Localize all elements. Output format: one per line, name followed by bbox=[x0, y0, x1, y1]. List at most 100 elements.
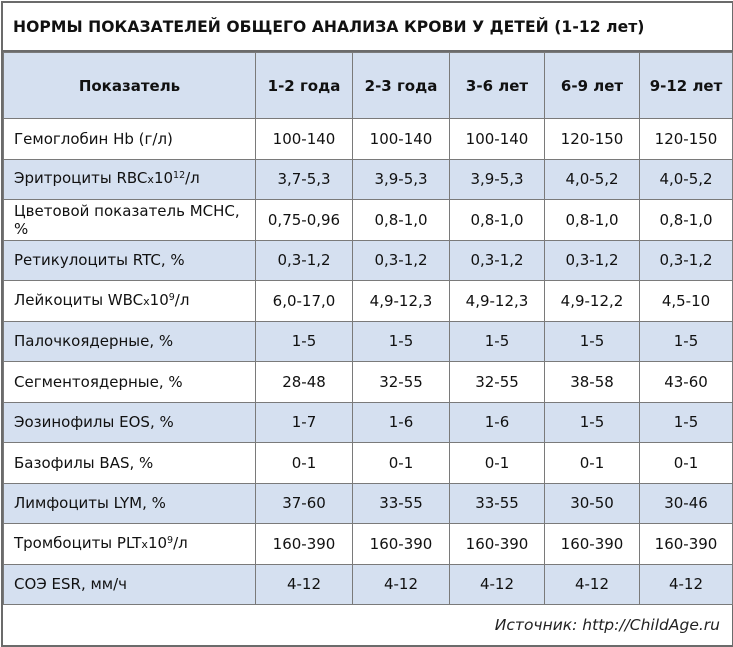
row-label: Базофилы BAS, % bbox=[3, 442, 256, 484]
table-row: Тромбоциты PLTx109/л 160-390 160-390 160-39… bbox=[3, 523, 733, 565]
row-label: Тромбоциты PLTx109/л bbox=[3, 523, 256, 565]
table-row: Эозинофилы EOS, % 1-7 1-6 1-6 1-5 1-5 bbox=[3, 401, 733, 443]
range-cell: 4,9-12,3 bbox=[449, 280, 545, 322]
range-cell: 0-1 bbox=[639, 442, 733, 484]
range-cell: 1-5 bbox=[639, 320, 733, 362]
table-row: Гемоглобин Hb (г/л) 100-140 100-140 100-140… bbox=[3, 118, 733, 160]
range-cell: 4,5-10 bbox=[639, 280, 733, 322]
range-cell: 4,9-12,3 bbox=[352, 280, 450, 322]
range-cell: 4-12 bbox=[639, 563, 733, 605]
range-cell: 4-12 bbox=[449, 563, 545, 605]
range-cell: 1-6 bbox=[449, 401, 545, 443]
multiply-sign: x bbox=[147, 173, 154, 187]
range-cell: 0-1 bbox=[449, 442, 545, 484]
row-label: Эозинофилы EOS, % bbox=[3, 401, 256, 443]
range-cell: 38-58 bbox=[544, 361, 640, 403]
row-label-text: Тромбоциты PLT bbox=[14, 533, 142, 552]
table-row: Базофилы BAS, % 0-1 0-1 0-1 0-1 0-1 bbox=[3, 442, 733, 484]
source-credit: Источник: http://ChildAge.ru bbox=[494, 616, 720, 634]
range-cell: 160-390 bbox=[639, 523, 733, 565]
range-cell: 4,0-5,2 bbox=[639, 158, 733, 200]
column-header-age: 2-3 года bbox=[352, 52, 450, 119]
table-body: Гемоглобин Hb (г/л) 100-140 100-140 100-140… bbox=[3, 118, 733, 605]
range-cell: 100-140 bbox=[352, 118, 450, 160]
range-cell: 160-390 bbox=[255, 523, 353, 565]
exponent-base: 10 bbox=[147, 533, 168, 552]
row-label: Ретикулоциты RTC, % bbox=[3, 239, 256, 281]
table-row: Ретикулоциты RTC, % 0,3-1,2 0,3-1,2 0,3-1,2… bbox=[3, 239, 733, 281]
range-cell: 1-6 bbox=[352, 401, 450, 443]
range-cell: 0,3-1,2 bbox=[449, 239, 545, 281]
range-cell: 0,3-1,2 bbox=[352, 239, 450, 281]
range-cell: 4-12 bbox=[255, 563, 353, 605]
table-row: Цветовой показатель МСНС, % 0,75-0,96 0,8-… bbox=[3, 199, 733, 241]
table-row: Палочкоядерные, % 1-5 1-5 1-5 1-5 1-5 bbox=[3, 320, 733, 362]
range-cell: 3,7-5,3 bbox=[255, 158, 353, 200]
table-row: Лейкоциты WBCx109/л 6,0-17,0 4,9-12,3 4,9-1… bbox=[3, 280, 733, 322]
exponent: 12 bbox=[173, 170, 186, 182]
range-cell: 32-55 bbox=[449, 361, 545, 403]
page-title: НОРМЫ ПОКАЗАТЕЛЕЙ ОБЩЕГО АНАЛИЗА КРОВИ У… bbox=[3, 3, 732, 52]
range-cell: 0,75-0,96 bbox=[255, 199, 353, 241]
unit-suffix: /л bbox=[174, 290, 190, 309]
range-cell: 32-55 bbox=[352, 361, 450, 403]
range-cell: 0-1 bbox=[544, 442, 640, 484]
range-cell: 0,8-1,0 bbox=[352, 199, 450, 241]
range-cell: 33-55 bbox=[352, 482, 450, 524]
range-cell: 37-60 bbox=[255, 482, 353, 524]
range-cell: 3,9-5,3 bbox=[352, 158, 450, 200]
unit-suffix: /л bbox=[185, 169, 200, 188]
norms-table: Показатель 1-2 года 2-3 года 3-6 лет 6-9… bbox=[3, 52, 733, 605]
row-label: Лейкоциты WBCx109/л bbox=[3, 280, 256, 322]
range-cell: 0,8-1,0 bbox=[449, 199, 545, 241]
column-header-age: 3-6 лет bbox=[449, 52, 545, 119]
table-row: Лимфоциты LYM, % 37-60 33-55 33-55 30-50 30-4… bbox=[3, 482, 733, 524]
column-header-age: 1-2 года bbox=[255, 52, 353, 119]
unit-suffix: /л bbox=[173, 533, 188, 552]
range-cell: 0-1 bbox=[352, 442, 450, 484]
range-cell: 28-48 bbox=[255, 361, 353, 403]
range-cell: 3,9-5,3 bbox=[449, 158, 545, 200]
range-cell: 1-5 bbox=[352, 320, 450, 362]
range-cell: 1-7 bbox=[255, 401, 353, 443]
range-cell: 43-60 bbox=[639, 361, 733, 403]
row-label: Лимфоциты LYM, % bbox=[3, 482, 256, 524]
multiply-sign: x bbox=[143, 294, 150, 308]
exponent: 9 bbox=[167, 534, 174, 546]
table-row: Эритроциты RBCx1012/л 3,7-5,3 3,9-5,3 3,9-5… bbox=[3, 158, 733, 200]
range-cell: 0,8-1,0 bbox=[544, 199, 640, 241]
range-cell: 0,8-1,0 bbox=[639, 199, 733, 241]
row-label: СОЭ ESR, мм/ч bbox=[3, 563, 256, 605]
range-cell: 0,3-1,2 bbox=[544, 239, 640, 281]
range-cell: 6,0-17,0 bbox=[255, 280, 353, 322]
table-header-row: Показатель 1-2 года 2-3 года 3-6 лет 6-9… bbox=[3, 52, 733, 119]
range-cell: 30-46 bbox=[639, 482, 733, 524]
range-cell: 1-5 bbox=[544, 401, 640, 443]
range-cell: 4-12 bbox=[352, 563, 450, 605]
row-label: Палочкоядерные, % bbox=[3, 320, 256, 362]
range-cell: 0,3-1,2 bbox=[255, 239, 353, 281]
range-cell: 160-390 bbox=[544, 523, 640, 565]
range-cell: 30-50 bbox=[544, 482, 640, 524]
row-label-text: Лейкоциты WBC bbox=[14, 290, 144, 309]
range-cell: 0,3-1,2 bbox=[639, 239, 733, 281]
range-cell: 100-140 bbox=[449, 118, 545, 160]
exponent-base: 10 bbox=[149, 290, 169, 309]
table-row: Сегментоядерные, % 28-48 32-55 32-55 38-58 43… bbox=[3, 361, 733, 403]
range-cell: 4-12 bbox=[544, 563, 640, 605]
range-cell: 0-1 bbox=[255, 442, 353, 484]
row-label: Цветовой показатель МСНС, % bbox=[3, 199, 256, 241]
range-cell: 120-150 bbox=[639, 118, 733, 160]
column-header-param: Показатель bbox=[3, 52, 256, 119]
range-cell: 4,0-5,2 bbox=[544, 158, 640, 200]
range-cell: 100-140 bbox=[255, 118, 353, 160]
column-header-age: 9-12 лет bbox=[639, 52, 733, 119]
row-label: Эритроциты RBCx1012/л bbox=[3, 158, 256, 200]
column-header-age: 6-9 лет bbox=[544, 52, 640, 119]
range-cell: 160-390 bbox=[352, 523, 450, 565]
range-cell: 160-390 bbox=[449, 523, 545, 565]
multiply-sign: x bbox=[141, 537, 148, 551]
range-cell: 1-5 bbox=[255, 320, 353, 362]
range-cell: 1-5 bbox=[544, 320, 640, 362]
